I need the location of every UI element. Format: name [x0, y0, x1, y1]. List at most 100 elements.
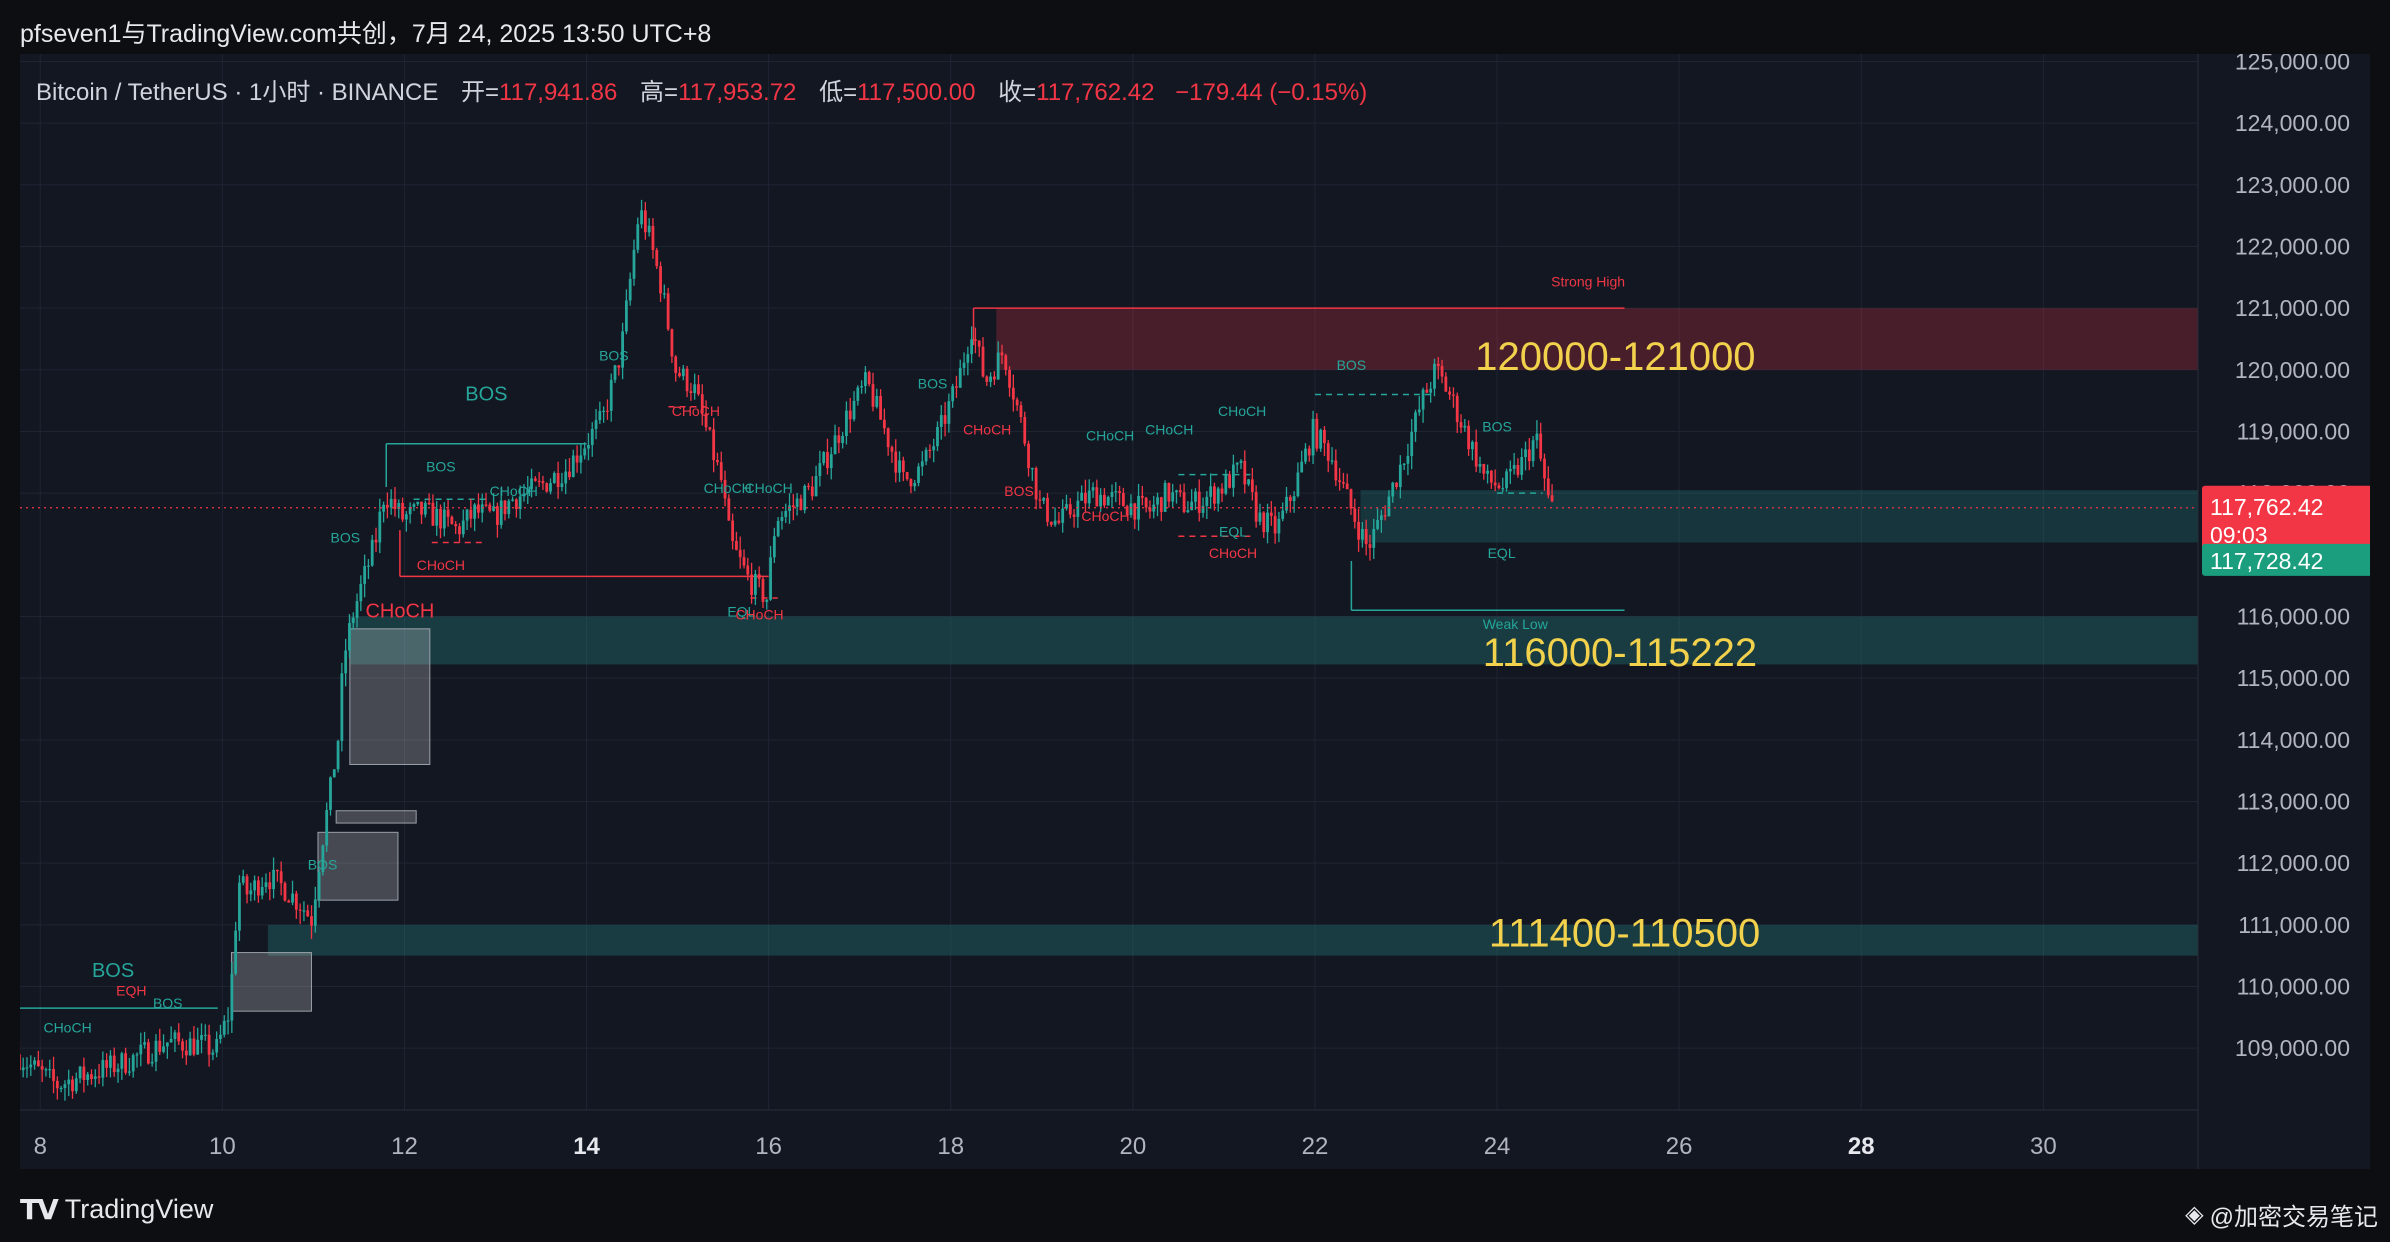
tradingview-brand[interactable]: 𝗧𝗩 TradingView [20, 1193, 213, 1226]
candle-body [287, 900, 291, 903]
candle-body [264, 882, 268, 888]
candle-body [693, 384, 697, 393]
high-label: 高= [640, 79, 679, 106]
watermark-text: @加密交易笔记 [2209, 1204, 2378, 1231]
candle-body [974, 339, 977, 341]
price-tick-label: 110,000.00 [2237, 973, 2350, 999]
candle-body [150, 1061, 154, 1064]
candle-body [867, 372, 871, 385]
candle-body [746, 565, 750, 575]
candle-body [571, 455, 575, 478]
high-value: 117,953.72 [678, 79, 797, 106]
candle-body [348, 623, 351, 651]
candle-body [1516, 464, 1520, 475]
candle-body [920, 461, 924, 467]
candle-body [1379, 515, 1383, 521]
candle-body [879, 396, 882, 420]
candle-body [1505, 471, 1508, 489]
candle-body [131, 1055, 135, 1072]
price-tick-label: 125,000.00 [2235, 54, 2350, 74]
candle-body [1140, 495, 1144, 498]
structure-label: BOS [92, 960, 134, 982]
candle-body [230, 973, 234, 1021]
candle-body [723, 479, 727, 499]
candle-body [40, 1066, 44, 1070]
candle-body [1076, 500, 1080, 517]
candle-body [317, 871, 321, 900]
candle-body [1535, 433, 1539, 441]
candle-body [643, 210, 647, 233]
candle-body [1288, 496, 1292, 502]
candle-body [822, 452, 826, 464]
candle-body [177, 1032, 181, 1042]
candle-body [1482, 463, 1486, 474]
price-chart[interactable]: Strong High Weak Low BOS BOS CHoCH BOS BOS CHoC… [20, 54, 2370, 1169]
candle-body [55, 1080, 59, 1089]
candle-body [518, 496, 522, 510]
candle-body [552, 473, 556, 484]
candle-body [556, 473, 560, 488]
time-tick-label: 22 [1302, 1133, 1329, 1160]
candle-body [765, 599, 769, 602]
price-tick-label: 121,000.00 [2235, 295, 2350, 321]
candle-body [1182, 492, 1186, 513]
candle-body [90, 1074, 93, 1079]
candle-body [423, 502, 427, 515]
candle-body [207, 1034, 211, 1055]
candle-body [184, 1050, 188, 1056]
structure-label: BOS [465, 384, 507, 406]
close-label: 收= [998, 79, 1037, 106]
candle-body [1421, 389, 1425, 410]
chart-area[interactable]: Strong High Weak Low BOS BOS CHoCH BOS BOS CHoC… [20, 54, 2370, 1169]
structure-label: CHoCH [43, 1020, 91, 1036]
candle-body [33, 1060, 36, 1065]
candle-body [162, 1046, 165, 1052]
candle-body [659, 266, 662, 294]
candle-body [977, 340, 981, 347]
candle-body [1262, 512, 1266, 533]
price-tick-label: 123,000.00 [2235, 172, 2350, 198]
candle-body [890, 447, 894, 452]
candle-body [1038, 499, 1042, 501]
candle-body [913, 482, 917, 487]
candle-body [408, 506, 412, 515]
candle-body [1091, 487, 1095, 491]
candle-body [662, 293, 666, 295]
candle-body [716, 460, 719, 463]
candle-body [484, 504, 488, 506]
candle-body [753, 574, 757, 595]
candle-body [617, 365, 621, 368]
candle-body [738, 549, 742, 558]
time-tick-label: 26 [1666, 1133, 1693, 1160]
time-tick-label: 12 [391, 1133, 418, 1160]
candle-body [1156, 497, 1159, 505]
candle-body [359, 583, 363, 602]
candle-body [401, 502, 404, 520]
candle-body [1213, 486, 1216, 504]
candle-body [241, 876, 245, 883]
candle-body [143, 1042, 146, 1045]
candle-body [1387, 496, 1391, 517]
candle-body [1471, 441, 1474, 450]
candle-body [674, 356, 678, 374]
binance-logo-icon: ◈ [2185, 1201, 2204, 1228]
candle-body [632, 249, 636, 279]
demand-zone-lower [267, 924, 2199, 956]
candle-body [750, 574, 753, 595]
candle-body [924, 449, 928, 462]
chart-header: pfseven1与TradingView.com共创，7月 24, 2025 1… [20, 20, 712, 48]
candle-body [719, 462, 723, 480]
zone-label-lower: 111400-110500 [1489, 911, 1760, 955]
candle-body [412, 504, 416, 507]
candle-body [1300, 461, 1304, 473]
candle-body [951, 386, 955, 402]
candle-body [1455, 395, 1459, 423]
candle-body [932, 446, 936, 451]
symbol-label[interactable]: Bitcoin / TetherUS · 1小时 · BINANCE [36, 79, 439, 106]
candle-body [477, 504, 480, 513]
structure-label: BOS [1482, 418, 1512, 434]
candle-body [1053, 520, 1057, 525]
candle-body [613, 365, 617, 380]
candle-body [700, 394, 704, 414]
candle-body [1068, 504, 1072, 515]
